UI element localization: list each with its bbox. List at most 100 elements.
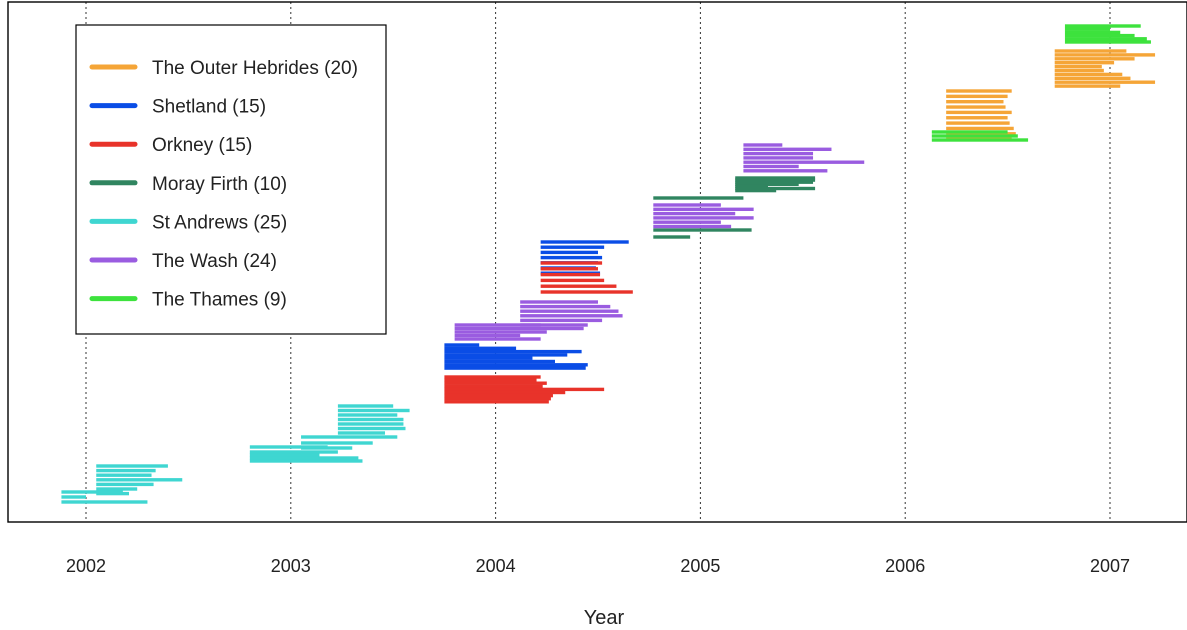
interval-bar-s4-14 [337,422,404,426]
interval-bar-s2-7 [444,378,537,382]
interval-bar-s6-3 [1064,33,1135,38]
interval-bar-s4-17 [301,435,398,439]
interval-bar-s4-15 [337,426,406,431]
interval-bar-s1-9 [444,349,582,354]
interval-bar-s6-8 [931,138,1029,142]
x-tick-label-2005: 2005 [680,556,720,576]
interval-bar-s4-22 [249,453,320,457]
interval-bar-s2-13 [444,397,551,401]
interval-bar-s5-11 [653,220,721,224]
x-tick-label-2006: 2006 [885,556,925,576]
x-tick-label-2002: 2002 [66,556,106,576]
interval-bar-s5-19 [454,323,541,327]
interval-bar-s0-14 [1054,64,1102,69]
legend-label-3: Moray Firth (10) [152,174,287,195]
interval-bar-s3-0 [653,196,744,200]
interval-bar-s5-7 [653,203,721,207]
interval-bar-s1-12 [444,359,555,364]
interval-bar-s5-9 [653,211,736,216]
interval-bar-s4-5 [96,487,138,491]
interval-bar-s1-11 [444,356,533,360]
interval-bar-s5-16 [520,314,623,318]
interval-bar-s6-2 [1064,30,1121,35]
interval-bar-s0-5 [946,116,1008,120]
interval-bar-s3-4 [735,178,816,182]
interval-bar-s5-4 [743,160,865,164]
interval-bar-s5-20 [454,326,584,331]
x-axis-label: Year [584,607,625,629]
interval-bar-s5-8 [653,207,754,211]
interval-bar-s0-11 [1054,53,1156,57]
interval-bar-s5-2 [743,151,814,156]
interval-bar-s4-4 [96,482,154,487]
interval-bar-s4-20 [249,445,328,449]
interval-bar-s5-1 [743,147,832,151]
interval-bar-s2-2 [540,272,601,277]
interval-bar-s5-14 [520,304,611,309]
interval-bar-s2-10 [444,387,605,392]
interval-bar-s0-15 [1054,68,1104,73]
interval-bar-s0-8 [946,132,1016,136]
interval-bar-s1-2 [540,250,598,255]
legend-label-4: St Andrews (25) [152,212,287,233]
x-axis-ticks: 2002 2003 2004 2005 2006 2007 [66,556,1130,576]
interval-bar-s4-3 [96,478,183,482]
interval-bar-s3-8 [735,186,816,191]
interval-bar-s5-10 [653,216,754,220]
interval-bar-s2-6 [444,375,541,379]
interval-bar-s6-5 [1064,40,1151,44]
interval-bar-s0-7 [946,126,1014,131]
interval-bar-s5-5 [743,164,799,169]
interval-bar-s6-0 [1064,24,1141,28]
interval-bar-s4-13 [337,417,404,422]
interval-bar-s5-22 [454,333,521,338]
legend: The Outer Hebrides (20) Shetland (15) Orkn… [75,24,387,335]
interval-bar-s0-10 [1054,49,1127,53]
interval-bar-s4-10 [337,404,394,408]
interval-bar-s4-1 [96,468,156,473]
interval-bar-s4-18 [301,441,373,445]
interval-bar-s1-3 [540,255,603,260]
interval-bars [61,24,1156,504]
interval-bar-s3-1 [653,228,752,232]
plot-frame [7,1,1187,523]
interval-bar-s4-11 [337,408,410,413]
legend-box [75,24,387,335]
interval-bar-s3-2 [653,235,691,239]
interval-bar-s4-23 [249,456,359,460]
interval-bar-s2-1 [540,267,598,271]
legend-label-0: The Outer Hebrides (20) [152,58,358,79]
interval-bar-s1-8 [444,346,517,350]
interval-bar-s2-3 [540,278,605,283]
interval-bar-s0-6 [946,121,1010,125]
interval-bar-s6-4 [1064,37,1147,41]
interval-bar-s6-1 [1064,27,1110,31]
x-tick-label-2007: 2007 [1090,556,1130,576]
x-tick-label-2003: 2003 [271,556,311,576]
interval-bar-s5-3 [743,156,814,160]
interval-bar-s2-11 [444,390,566,395]
interval-bar-s6-7 [931,134,1018,138]
interval-bar-s2-4 [540,284,617,288]
interval-bar-s0-12 [1054,57,1135,61]
interval-bar-s5-6 [743,169,828,173]
interval-bar-s0-0 [946,89,1012,93]
interval-bar-s4-7 [61,490,123,494]
interval-bar-s2-12 [444,393,553,398]
interval-bar-s0-2 [946,100,1004,104]
interval-bar-s4-21 [249,450,338,454]
legend-label-1: Shetland (15) [152,97,266,118]
interval-bar-s3-7 [735,184,768,189]
interval-bar-s2-14 [444,400,549,404]
interval-bar-s1-0 [540,240,629,244]
interval-bar-s3-6 [735,182,799,186]
interval-bar-s0-13 [1054,61,1115,65]
interval-bar-s5-23 [454,337,541,341]
interval-bar-s5-0 [743,143,783,147]
interval-bar-s1-13 [444,363,588,367]
interval-bar-s0-3 [946,105,1006,109]
interval-bar-s4-9 [61,500,148,504]
interval-bar-s5-17 [520,318,603,323]
interval-bar-s1-7 [444,343,480,347]
